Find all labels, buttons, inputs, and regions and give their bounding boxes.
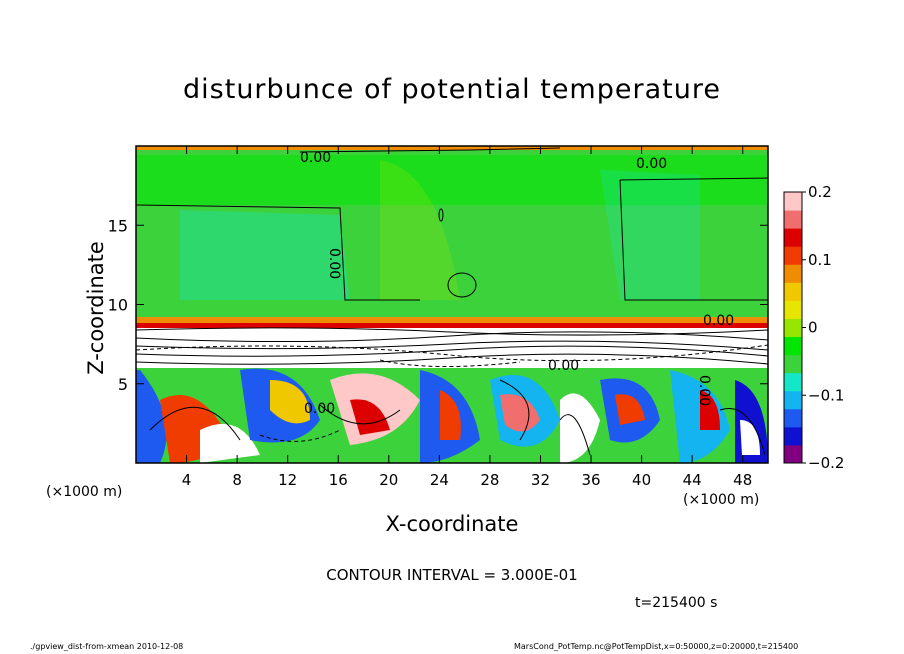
colorbar-swatch bbox=[784, 408, 802, 428]
colorbar-swatch bbox=[784, 192, 802, 211]
plot-field bbox=[136, 146, 768, 463]
x-tick-label: 40 bbox=[632, 471, 651, 489]
y-tick-label: 10 bbox=[108, 296, 128, 315]
x-tick-label: 28 bbox=[480, 471, 499, 489]
colorbar-swatch bbox=[784, 372, 802, 392]
contour-label: 0.00 bbox=[548, 358, 579, 374]
colorbar-swatch bbox=[784, 354, 802, 374]
colorbar-swatch bbox=[784, 264, 802, 283]
x-tick-label: 32 bbox=[531, 471, 550, 489]
contour-label: 0.00 bbox=[696, 375, 712, 406]
contour-labels: 0.00 0.00 0.00 0.00 0.00 0.00 0.00 bbox=[300, 150, 734, 417]
y-axis: 5 10 15 bbox=[108, 216, 768, 394]
colorbar-swatch bbox=[784, 300, 802, 319]
x-tick-label: 12 bbox=[278, 471, 297, 489]
contour-label: 0.00 bbox=[300, 150, 331, 166]
contour-label: 0.00 bbox=[304, 401, 335, 417]
contour-interval-label: CONTOUR INTERVAL = 3.000E-01 bbox=[326, 566, 578, 584]
x-tick-label: 8 bbox=[232, 471, 242, 489]
x-tick-label: 16 bbox=[329, 471, 348, 489]
colorbar: 0.2 0.1 0 −0.1 −0.2 bbox=[783, 183, 844, 472]
colorbar-swatch bbox=[784, 210, 802, 229]
x-tick-label: 44 bbox=[683, 471, 702, 489]
contour-label: 0.00 bbox=[326, 248, 342, 279]
colorbar-swatch bbox=[784, 318, 802, 338]
x-axis-label: X-coordinate bbox=[385, 512, 519, 536]
colorbar-swatch bbox=[784, 336, 802, 356]
y-tick-label: 15 bbox=[108, 216, 128, 235]
contour-label: 0.00 bbox=[703, 313, 734, 329]
colorbar-swatch bbox=[784, 228, 802, 247]
colorbar-tick-label: 0.2 bbox=[808, 183, 832, 201]
x-tick-label: 36 bbox=[581, 471, 600, 489]
footer-right: MarsCond_PotTemp.nc@PotTempDist,x=0:5000… bbox=[514, 642, 799, 651]
y-axis-label: Z-coordinate bbox=[84, 241, 108, 375]
x-unit-right: (×1000 m) bbox=[683, 492, 760, 508]
chart-title: disturbunce of potential temperature bbox=[183, 74, 721, 105]
colorbar-tick-label: 0.1 bbox=[808, 251, 832, 269]
colorbar-tick-label: −0.2 bbox=[808, 454, 844, 472]
colorbar-swatch bbox=[784, 246, 802, 265]
x-tick-label: 4 bbox=[182, 471, 192, 489]
x-unit-left: (×1000 m) bbox=[46, 484, 123, 500]
colorbar-swatch bbox=[784, 390, 802, 410]
colorbar-swatch bbox=[784, 426, 802, 446]
time-label: t=215400 s bbox=[635, 595, 718, 611]
contour-label: 0.00 bbox=[636, 156, 667, 172]
footer-left: ./gpview_dist-from-xmean 2010-12-08 bbox=[30, 642, 184, 651]
colorbar-tick-label: 0 bbox=[808, 319, 818, 337]
colorbar-swatch bbox=[784, 444, 802, 464]
x-tick-label: 48 bbox=[733, 471, 752, 489]
colorbar-swatch bbox=[784, 282, 802, 301]
y-tick-label: 5 bbox=[118, 375, 128, 394]
x-axis: 4 8 12 16 20 24 28 32 36 40 44 48 bbox=[182, 146, 752, 489]
x-tick-label: 20 bbox=[379, 471, 398, 489]
x-tick-label: 24 bbox=[430, 471, 449, 489]
colorbar-tick-label: −0.1 bbox=[808, 386, 844, 404]
